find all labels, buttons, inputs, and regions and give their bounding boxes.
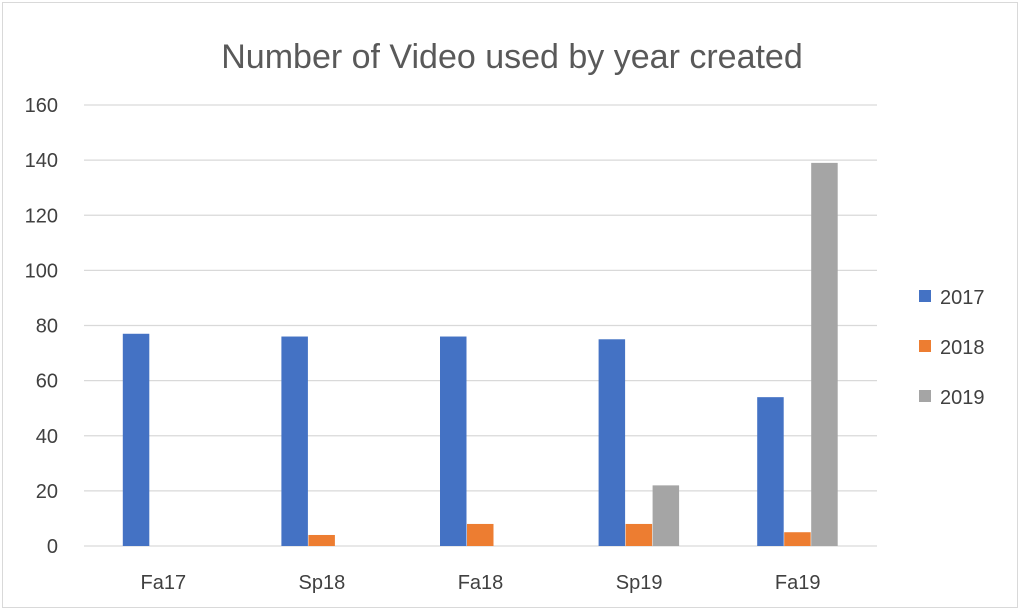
y-tick-label: 140: [25, 150, 58, 172]
x-tick-label: Sp18: [299, 572, 346, 594]
x-tick-label: Fa19: [775, 572, 821, 594]
bar-2019-Sp19: [652, 485, 680, 546]
legend: 2017 2018 2019: [919, 287, 985, 409]
y-axis-ticks: 0 20 40 60 80 100 120 140 160: [25, 95, 58, 558]
bar-2017-Sp19: [598, 339, 626, 546]
x-tick-label: Sp19: [616, 572, 663, 594]
bar-2017-Fa17: [122, 333, 150, 546]
bar-2018-Sp18: [308, 534, 335, 546]
bar-2019-Fa19: [811, 162, 838, 546]
bar-2017-Sp18: [281, 336, 308, 546]
x-tick-label: Fa18: [458, 572, 504, 594]
y-tick-label: 80: [36, 316, 58, 338]
legend-swatch-2019: [919, 390, 931, 402]
legend-swatch-2018: [919, 340, 931, 352]
gridlines: [84, 104, 877, 547]
bar-2018-Sp19: [625, 523, 653, 546]
bar-2017-Fa19: [757, 397, 784, 546]
y-tick-label: 60: [36, 371, 58, 393]
x-axis-ticks: Fa17 Sp18 Fa18 Sp19 Fa19: [141, 572, 821, 594]
chart-title: Number of Video used by year created: [221, 38, 803, 76]
y-tick-label: 0: [47, 536, 58, 558]
y-tick-label: 20: [36, 481, 58, 503]
bar-2018-Fa19: [784, 532, 811, 546]
y-tick-label: 160: [25, 95, 58, 117]
legend-label-2018: 2018: [940, 337, 985, 359]
legend-label-2019: 2019: [940, 387, 985, 409]
bar-2017-Fa18: [440, 336, 467, 546]
bars: [122, 162, 838, 546]
y-tick-label: 120: [25, 205, 58, 227]
legend-swatch-2017: [919, 290, 931, 302]
legend-label-2017: 2017: [940, 287, 985, 309]
y-tick-label: 40: [36, 426, 58, 448]
y-tick-label: 100: [25, 260, 58, 282]
bar-2018-Fa18: [467, 523, 494, 546]
x-tick-label: Fa17: [141, 572, 187, 594]
